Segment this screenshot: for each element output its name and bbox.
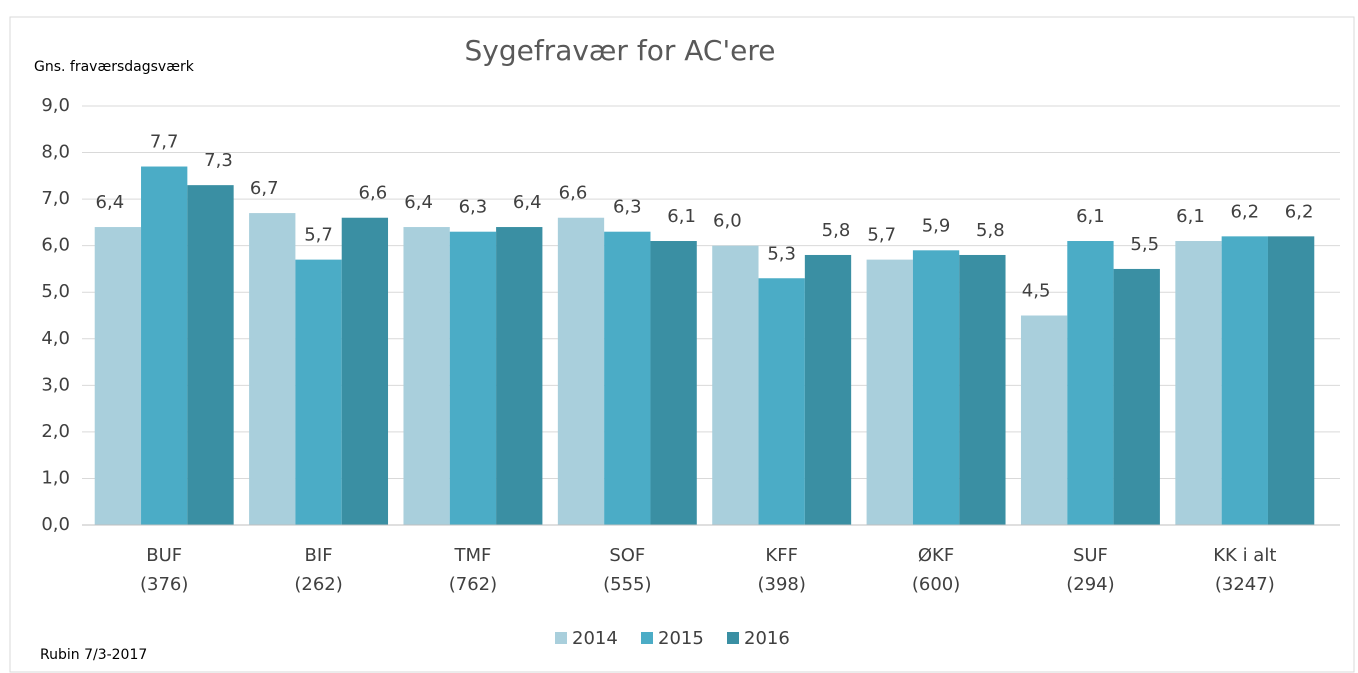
x-tick-label: KFF: [765, 545, 798, 566]
value-label: 5,7: [867, 225, 896, 246]
y-tick-label: 7,0: [41, 188, 70, 209]
y-tick-label: 6,0: [41, 235, 70, 256]
y-tick-label: 2,0: [41, 421, 70, 442]
value-label: 5,8: [976, 220, 1005, 241]
x-tick-label: BIF: [305, 545, 333, 566]
x-tick-label: (555): [603, 574, 651, 595]
bar: [758, 278, 805, 525]
value-label: 5,9: [922, 215, 951, 236]
x-tick-label: BUF: [146, 545, 182, 566]
bar: [604, 231, 651, 525]
value-label: 6,6: [559, 183, 588, 204]
y-tick-label: 0,0: [41, 514, 70, 535]
x-tick-label: KK i alt: [1213, 545, 1276, 566]
value-label: 6,1: [1176, 206, 1205, 227]
bar: [1067, 241, 1114, 525]
value-label: 6,0: [713, 211, 742, 232]
bar: [496, 227, 543, 526]
value-label: 5,3: [767, 243, 796, 264]
value-label: 7,3: [204, 150, 233, 171]
bar: [557, 217, 605, 525]
value-label: 5,8: [822, 220, 851, 241]
bar: [1175, 241, 1222, 525]
value-label: 6,2: [1230, 201, 1259, 222]
bar: [449, 231, 497, 525]
legend-swatch: [641, 632, 653, 644]
x-tick-label: (262): [294, 574, 342, 595]
value-label: 6,7: [250, 178, 279, 199]
x-tick-label: (600): [912, 574, 960, 595]
legend-swatch: [727, 632, 739, 644]
legend-label: 2015: [658, 628, 704, 649]
bar: [1113, 268, 1160, 525]
x-tick-label: (398): [757, 574, 805, 595]
y-tick-label: 4,0: [41, 328, 70, 349]
legend-label: 2016: [744, 628, 790, 649]
bar: [1221, 236, 1268, 525]
x-tick-label: (294): [1066, 574, 1114, 595]
value-label: 6,4: [96, 192, 125, 213]
value-label: 6,4: [404, 192, 433, 213]
x-tick-label: (762): [449, 574, 497, 595]
value-label: 5,7: [304, 225, 333, 246]
bar: [804, 254, 852, 525]
bar: [866, 259, 913, 525]
y-tick-label: 3,0: [41, 374, 70, 395]
value-label: 6,3: [459, 197, 488, 218]
value-label: 4,5: [1022, 281, 1051, 302]
bar: [1020, 315, 1068, 525]
value-label: 7,7: [150, 132, 179, 153]
x-tick-label: ØKF: [918, 545, 954, 566]
bar: [1267, 236, 1315, 525]
legend-swatch: [555, 632, 567, 644]
bar: [712, 245, 759, 525]
bar: [403, 227, 450, 526]
footnote: Rubin 7/3-2017: [40, 647, 147, 663]
bar: [249, 213, 296, 526]
y-tick-label: 1,0: [41, 467, 70, 488]
bar: [94, 227, 142, 526]
bar: [187, 185, 234, 525]
x-tick-label: TMF: [453, 545, 491, 566]
bar: [141, 166, 188, 525]
legend-label: 2014: [572, 628, 618, 649]
y-axis-label: Gns. fraværsdagsværk: [34, 59, 195, 75]
y-tick-label: 9,0: [41, 95, 70, 116]
x-tick-label: SOF: [609, 545, 645, 566]
bar: [912, 250, 960, 526]
value-label: 6,3: [613, 197, 642, 218]
bar: [295, 259, 342, 525]
x-tick-label: (376): [140, 574, 188, 595]
value-label: 6,6: [359, 183, 388, 204]
bar: [341, 217, 389, 525]
value-label: 5,5: [1130, 234, 1159, 255]
value-label: 6,1: [1076, 206, 1105, 227]
chart-title: Sygefravær for AC'ere: [464, 34, 775, 67]
x-tick-label: SUF: [1073, 545, 1108, 566]
value-label: 6,2: [1285, 201, 1314, 222]
y-tick-label: 8,0: [41, 142, 70, 163]
value-label: 6,1: [667, 206, 696, 227]
value-label: 6,4: [513, 192, 542, 213]
bar: [650, 241, 697, 525]
y-tick-label: 5,0: [41, 281, 70, 302]
bar: [959, 254, 1006, 525]
x-tick-label: (3247): [1215, 574, 1275, 595]
